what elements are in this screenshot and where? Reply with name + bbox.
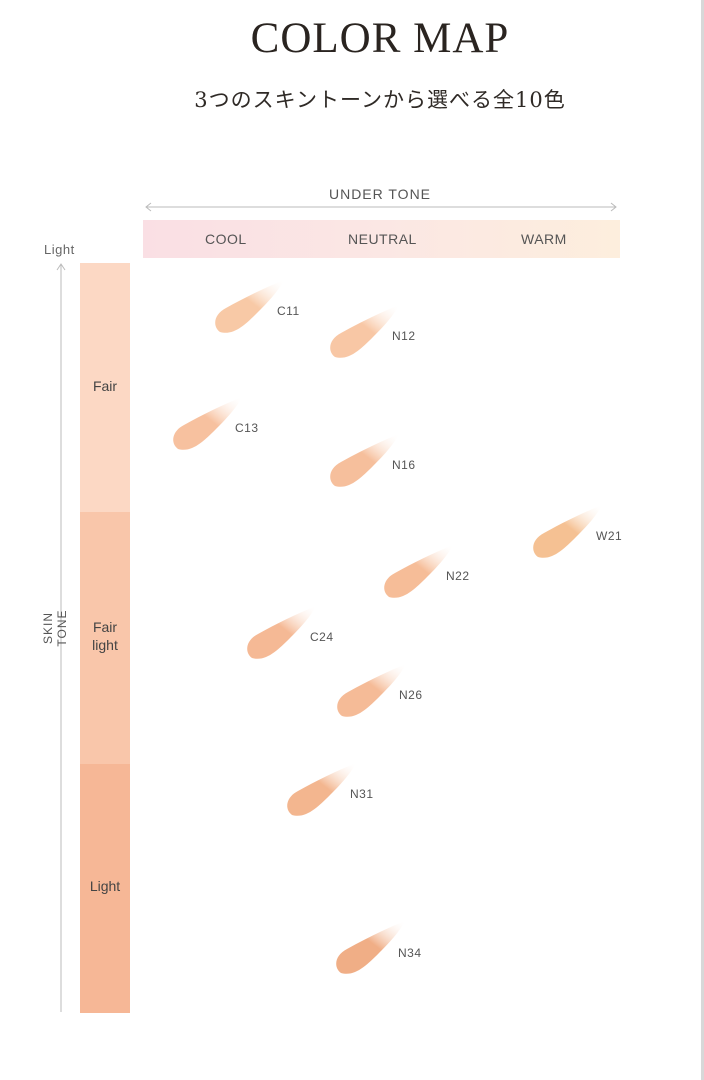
swatch-c11: [215, 280, 284, 333]
swatch-label-n22: N22: [446, 569, 470, 583]
right-edge-border: [701, 0, 704, 1080]
swatch-n16: [330, 434, 399, 487]
page-title: COLOR MAP: [250, 15, 510, 62]
swatch-w21: [533, 505, 602, 558]
band-fair: Fair: [80, 263, 130, 512]
swatch-label-n34: N34: [398, 946, 422, 960]
band-light: Light: [80, 764, 130, 1013]
column-cool: COOL: [205, 231, 247, 247]
swatch-label-w21: W21: [596, 529, 623, 543]
band-fair-label: Fair: [92, 378, 118, 394]
skin-tone-label: SKIN TONE: [41, 609, 69, 647]
swatch-c13: [173, 397, 242, 450]
swatch-label-c11: C11: [277, 304, 300, 318]
swatch-n31: [287, 763, 356, 816]
band-fair-light-label: Fair light: [92, 619, 118, 653]
swatch-n34: [336, 921, 405, 974]
swatch-label-n16: N16: [392, 458, 416, 472]
swatch-label-n12: N12: [392, 329, 416, 343]
skin-tone-arrow-icon: [56, 263, 66, 1012]
under-tone-arrow-icon: [145, 202, 617, 212]
column-warm: WARM: [521, 231, 567, 247]
page-subtitle: 3つのスキントーンから選べる全10色: [194, 88, 566, 112]
swatch-n26: [337, 664, 406, 717]
column-neutral: NEUTRAL: [348, 231, 417, 247]
swatch-n12: [330, 305, 399, 358]
under-tone-band: COOL NEUTRAL WARM: [143, 220, 620, 258]
swatch-label-c24: C24: [310, 630, 334, 644]
swatch-c24: [247, 606, 316, 659]
swatch-label-n31: N31: [350, 787, 374, 801]
under-tone-label: UNDER TONE: [328, 186, 432, 202]
swatch-n22: [384, 545, 453, 598]
band-light-label: Light: [89, 878, 121, 894]
skin-tone-top-label: Light: [44, 242, 75, 257]
swatch-label-c13: C13: [235, 421, 259, 435]
band-fair-light: Fair light: [80, 512, 130, 764]
swatch-label-n26: N26: [399, 688, 423, 702]
